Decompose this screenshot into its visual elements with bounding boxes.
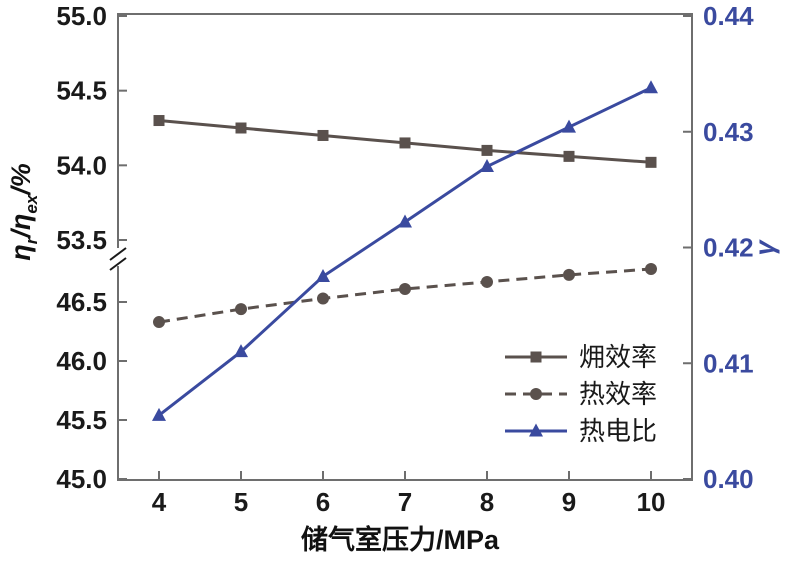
series-point-thermal-efficiency bbox=[235, 303, 247, 316]
axis-break-slash bbox=[109, 257, 127, 271]
left-tick-label: 54.5 bbox=[56, 76, 107, 106]
right-tick-label: 0.41 bbox=[703, 348, 754, 378]
x-tick-label: 9 bbox=[562, 487, 576, 517]
legend-label-heat-to-power-ratio: 热电比 bbox=[579, 416, 657, 446]
series-point-exergy-efficiency bbox=[563, 150, 575, 162]
series-point-exergy-efficiency bbox=[235, 122, 247, 134]
series-point-heat-to-power-ratio bbox=[480, 158, 494, 172]
x-tick-label: 7 bbox=[398, 487, 412, 517]
right-axis-title: γ bbox=[750, 239, 780, 256]
plot-frame bbox=[117, 13, 693, 481]
series-point-heat-to-power-ratio bbox=[398, 214, 412, 228]
series-point-exergy-efficiency bbox=[399, 137, 411, 149]
series-point-exergy-efficiency bbox=[645, 156, 657, 168]
x-tick-label: 10 bbox=[637, 487, 666, 517]
legend-marker-exergy-efficiency bbox=[530, 351, 542, 363]
x-tick-label: 6 bbox=[316, 487, 330, 517]
series-point-exergy-efficiency bbox=[317, 129, 329, 141]
left-tick-label: 45.5 bbox=[56, 405, 107, 435]
x-tick-label: 5 bbox=[234, 487, 248, 517]
series-point-heat-to-power-ratio bbox=[152, 407, 166, 421]
series-point-heat-to-power-ratio bbox=[644, 80, 658, 94]
series-point-thermal-efficiency bbox=[399, 283, 411, 296]
x-tick-label: 8 bbox=[480, 487, 494, 517]
axis-break-slash bbox=[109, 247, 127, 261]
x-axis-title: 储气室压力/MPa bbox=[301, 524, 500, 555]
right-tick-label: 0.40 bbox=[703, 464, 754, 494]
series-point-thermal-efficiency bbox=[153, 316, 165, 329]
axis-break-gap bbox=[116, 248, 120, 266]
left-tick-label: 45.0 bbox=[56, 464, 107, 494]
left-tick-label: 55.0 bbox=[56, 1, 107, 31]
series-point-exergy-efficiency bbox=[481, 144, 493, 156]
series-point-exergy-efficiency bbox=[153, 115, 165, 127]
left-axis-title: ηr/ηex/% bbox=[6, 163, 41, 261]
series-point-thermal-efficiency bbox=[563, 268, 575, 281]
plot-area: 4 5 6 7 8 9 10 55.0 54.5 54.0 53.5 46.5 46.0 45.5 45.0… bbox=[56, 1, 754, 517]
legend-label-thermal-efficiency: 热效率 bbox=[579, 379, 657, 409]
right-tick-label: 0.44 bbox=[703, 1, 754, 31]
left-tick-label: 53.5 bbox=[56, 225, 107, 255]
series-point-heat-to-power-ratio bbox=[234, 344, 248, 358]
series-point-heat-to-power-ratio bbox=[562, 119, 576, 133]
series-point-thermal-efficiency bbox=[645, 262, 657, 275]
series-point-thermal-efficiency bbox=[317, 292, 329, 305]
legend-label-exergy-efficiency: 㶲效率 bbox=[579, 342, 657, 372]
series-point-heat-to-power-ratio bbox=[316, 268, 330, 282]
legend-marker-thermal-efficiency bbox=[530, 388, 542, 400]
legend-marker-heat-to-power-ratio bbox=[529, 423, 543, 437]
series-line-thermal-efficiency bbox=[158, 267, 652, 324]
right-tick-label: 0.42 bbox=[703, 233, 754, 263]
right-tick-label: 0.43 bbox=[703, 117, 754, 147]
series-line-heat-to-power-ratio bbox=[158, 86, 652, 417]
left-tick-label: 54.0 bbox=[56, 150, 107, 180]
left-tick-label: 46.5 bbox=[56, 287, 107, 317]
x-tick-label: 4 bbox=[152, 487, 167, 517]
series-point-thermal-efficiency bbox=[481, 275, 493, 288]
left-tick-label: 46.0 bbox=[56, 346, 107, 376]
